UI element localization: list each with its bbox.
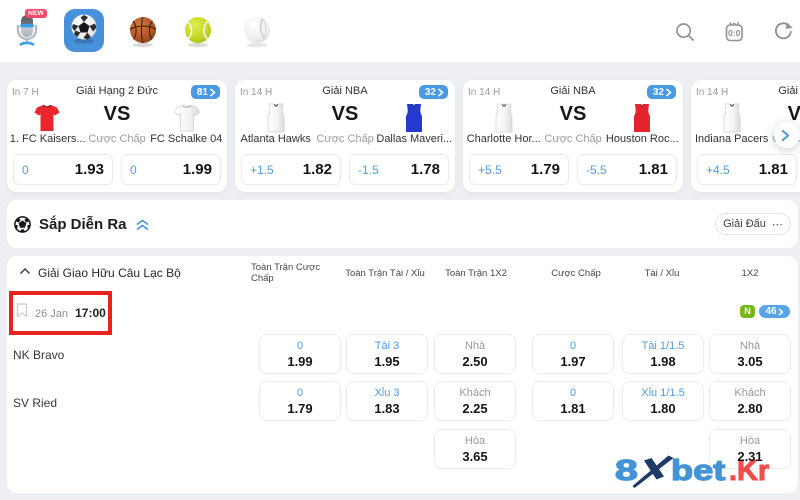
svg-text:bet: bet	[671, 453, 725, 486]
svg-text:0:0: 0:0	[728, 28, 741, 38]
svg-text:8: 8	[615, 454, 638, 487]
svg-text:.Kr: .Kr	[729, 455, 769, 487]
